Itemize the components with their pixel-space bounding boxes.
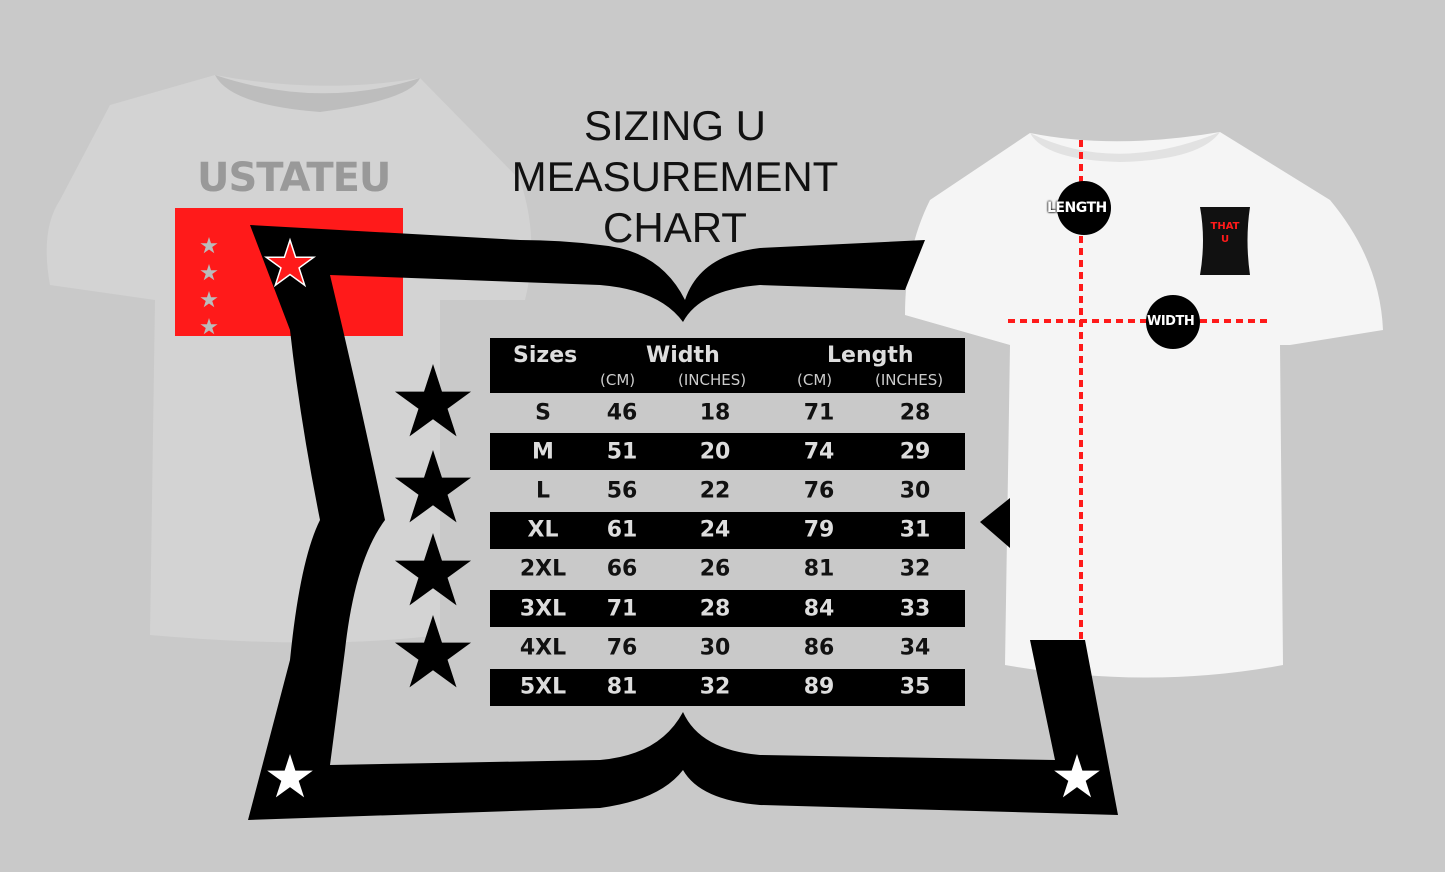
cell-size: L <box>535 478 551 504</box>
cell-width-cm: 61 <box>606 517 638 543</box>
white-tshirt <box>905 132 1383 678</box>
title-line: CHART <box>603 204 747 251</box>
cell-length-cm: 86 <box>803 635 835 661</box>
cell-length-in: 35 <box>899 674 931 700</box>
table-row: M 51 20 74 29 <box>490 433 965 471</box>
table-body: S 46 18 71 28 M 51 20 74 29 L 56 22 76 30 XL 61 24 79 31 2XL… <box>490 393 965 706</box>
cell-size: 3XL <box>519 596 567 622</box>
cell-width-cm: 46 <box>606 400 638 426</box>
cell-width-cm: 56 <box>606 478 638 504</box>
cell-length-cm: 79 <box>803 517 835 543</box>
cell-length-cm: 81 <box>803 556 835 582</box>
cell-size: 2XL <box>519 556 567 582</box>
title-line: MEASUREMENT <box>511 153 839 200</box>
header-length: Length <box>827 343 914 368</box>
table-header: Sizes Width Length (CM) (INCHES) (CM) (I… <box>490 338 965 393</box>
cell-width-in: 32 <box>699 674 731 700</box>
that-u-patch-text: THAT U <box>1210 221 1240 245</box>
cell-width-cm: 71 <box>606 596 638 622</box>
header-width: Width <box>646 343 720 368</box>
table-row: XL 61 24 79 31 <box>490 511 965 549</box>
cell-length-in: 33 <box>899 596 931 622</box>
cell-width-in: 28 <box>699 596 731 622</box>
cell-width-in: 22 <box>699 478 731 504</box>
cell-length-cm: 84 <box>803 596 835 622</box>
ustateu-logo: USTATEU <box>197 155 391 201</box>
cell-size: XL <box>527 517 559 543</box>
cell-width-in: 30 <box>699 635 731 661</box>
that-u-patch <box>1200 207 1250 275</box>
cell-length-in: 28 <box>899 400 931 426</box>
bracket-frame <box>248 225 1118 820</box>
header-length-inches: (INCHES) <box>875 371 944 389</box>
cell-length-in: 29 <box>899 439 931 465</box>
cell-length-in: 32 <box>899 556 931 582</box>
length-label: LENGTH <box>1047 200 1107 216</box>
table-row: S 46 18 71 28 <box>490 393 965 432</box>
cell-width-in: 18 <box>699 400 731 426</box>
header-width-inches: (INCHES) <box>678 371 747 389</box>
cell-width-cm: 81 <box>606 674 638 700</box>
cell-length-in: 34 <box>899 635 931 661</box>
header-sizes: Sizes <box>513 343 578 368</box>
cell-length-cm: 74 <box>803 439 835 465</box>
table-row: 2XL 66 26 81 32 <box>490 550 965 589</box>
size-table: Sizes Width Length (CM) (INCHES) (CM) (I… <box>490 338 965 707</box>
cell-length-in: 30 <box>899 478 931 504</box>
cell-length-in: 31 <box>899 517 931 543</box>
title-line: SIZING U <box>583 102 766 149</box>
cell-width-in: 20 <box>699 439 731 465</box>
cell-size: M <box>532 439 554 465</box>
cell-length-cm: 71 <box>803 400 835 426</box>
cell-width-in: 26 <box>699 556 731 582</box>
table-row: L 56 22 76 30 <box>490 471 965 510</box>
cell-width-in: 24 <box>699 517 731 543</box>
page-title: SIZING U MEASUREMENT CHART <box>500 100 850 253</box>
cell-width-cm: 76 <box>606 635 638 661</box>
cell-size: 4XL <box>519 635 567 661</box>
cell-size: S <box>535 400 551 426</box>
cell-size: 5XL <box>519 674 567 700</box>
table-row: 3XL 71 28 84 33 <box>490 590 965 628</box>
table-row: 5XL 81 32 89 35 <box>490 668 965 706</box>
header-width-cm: (CM) <box>600 371 636 389</box>
cell-width-cm: 66 <box>606 556 638 582</box>
cell-width-cm: 51 <box>606 439 638 465</box>
width-label: WIDTH <box>1147 314 1195 329</box>
cell-length-cm: 76 <box>803 478 835 504</box>
table-row: 4XL 76 30 86 34 <box>490 628 965 667</box>
cell-length-cm: 89 <box>803 674 835 700</box>
header-length-cm: (CM) <box>797 371 833 389</box>
